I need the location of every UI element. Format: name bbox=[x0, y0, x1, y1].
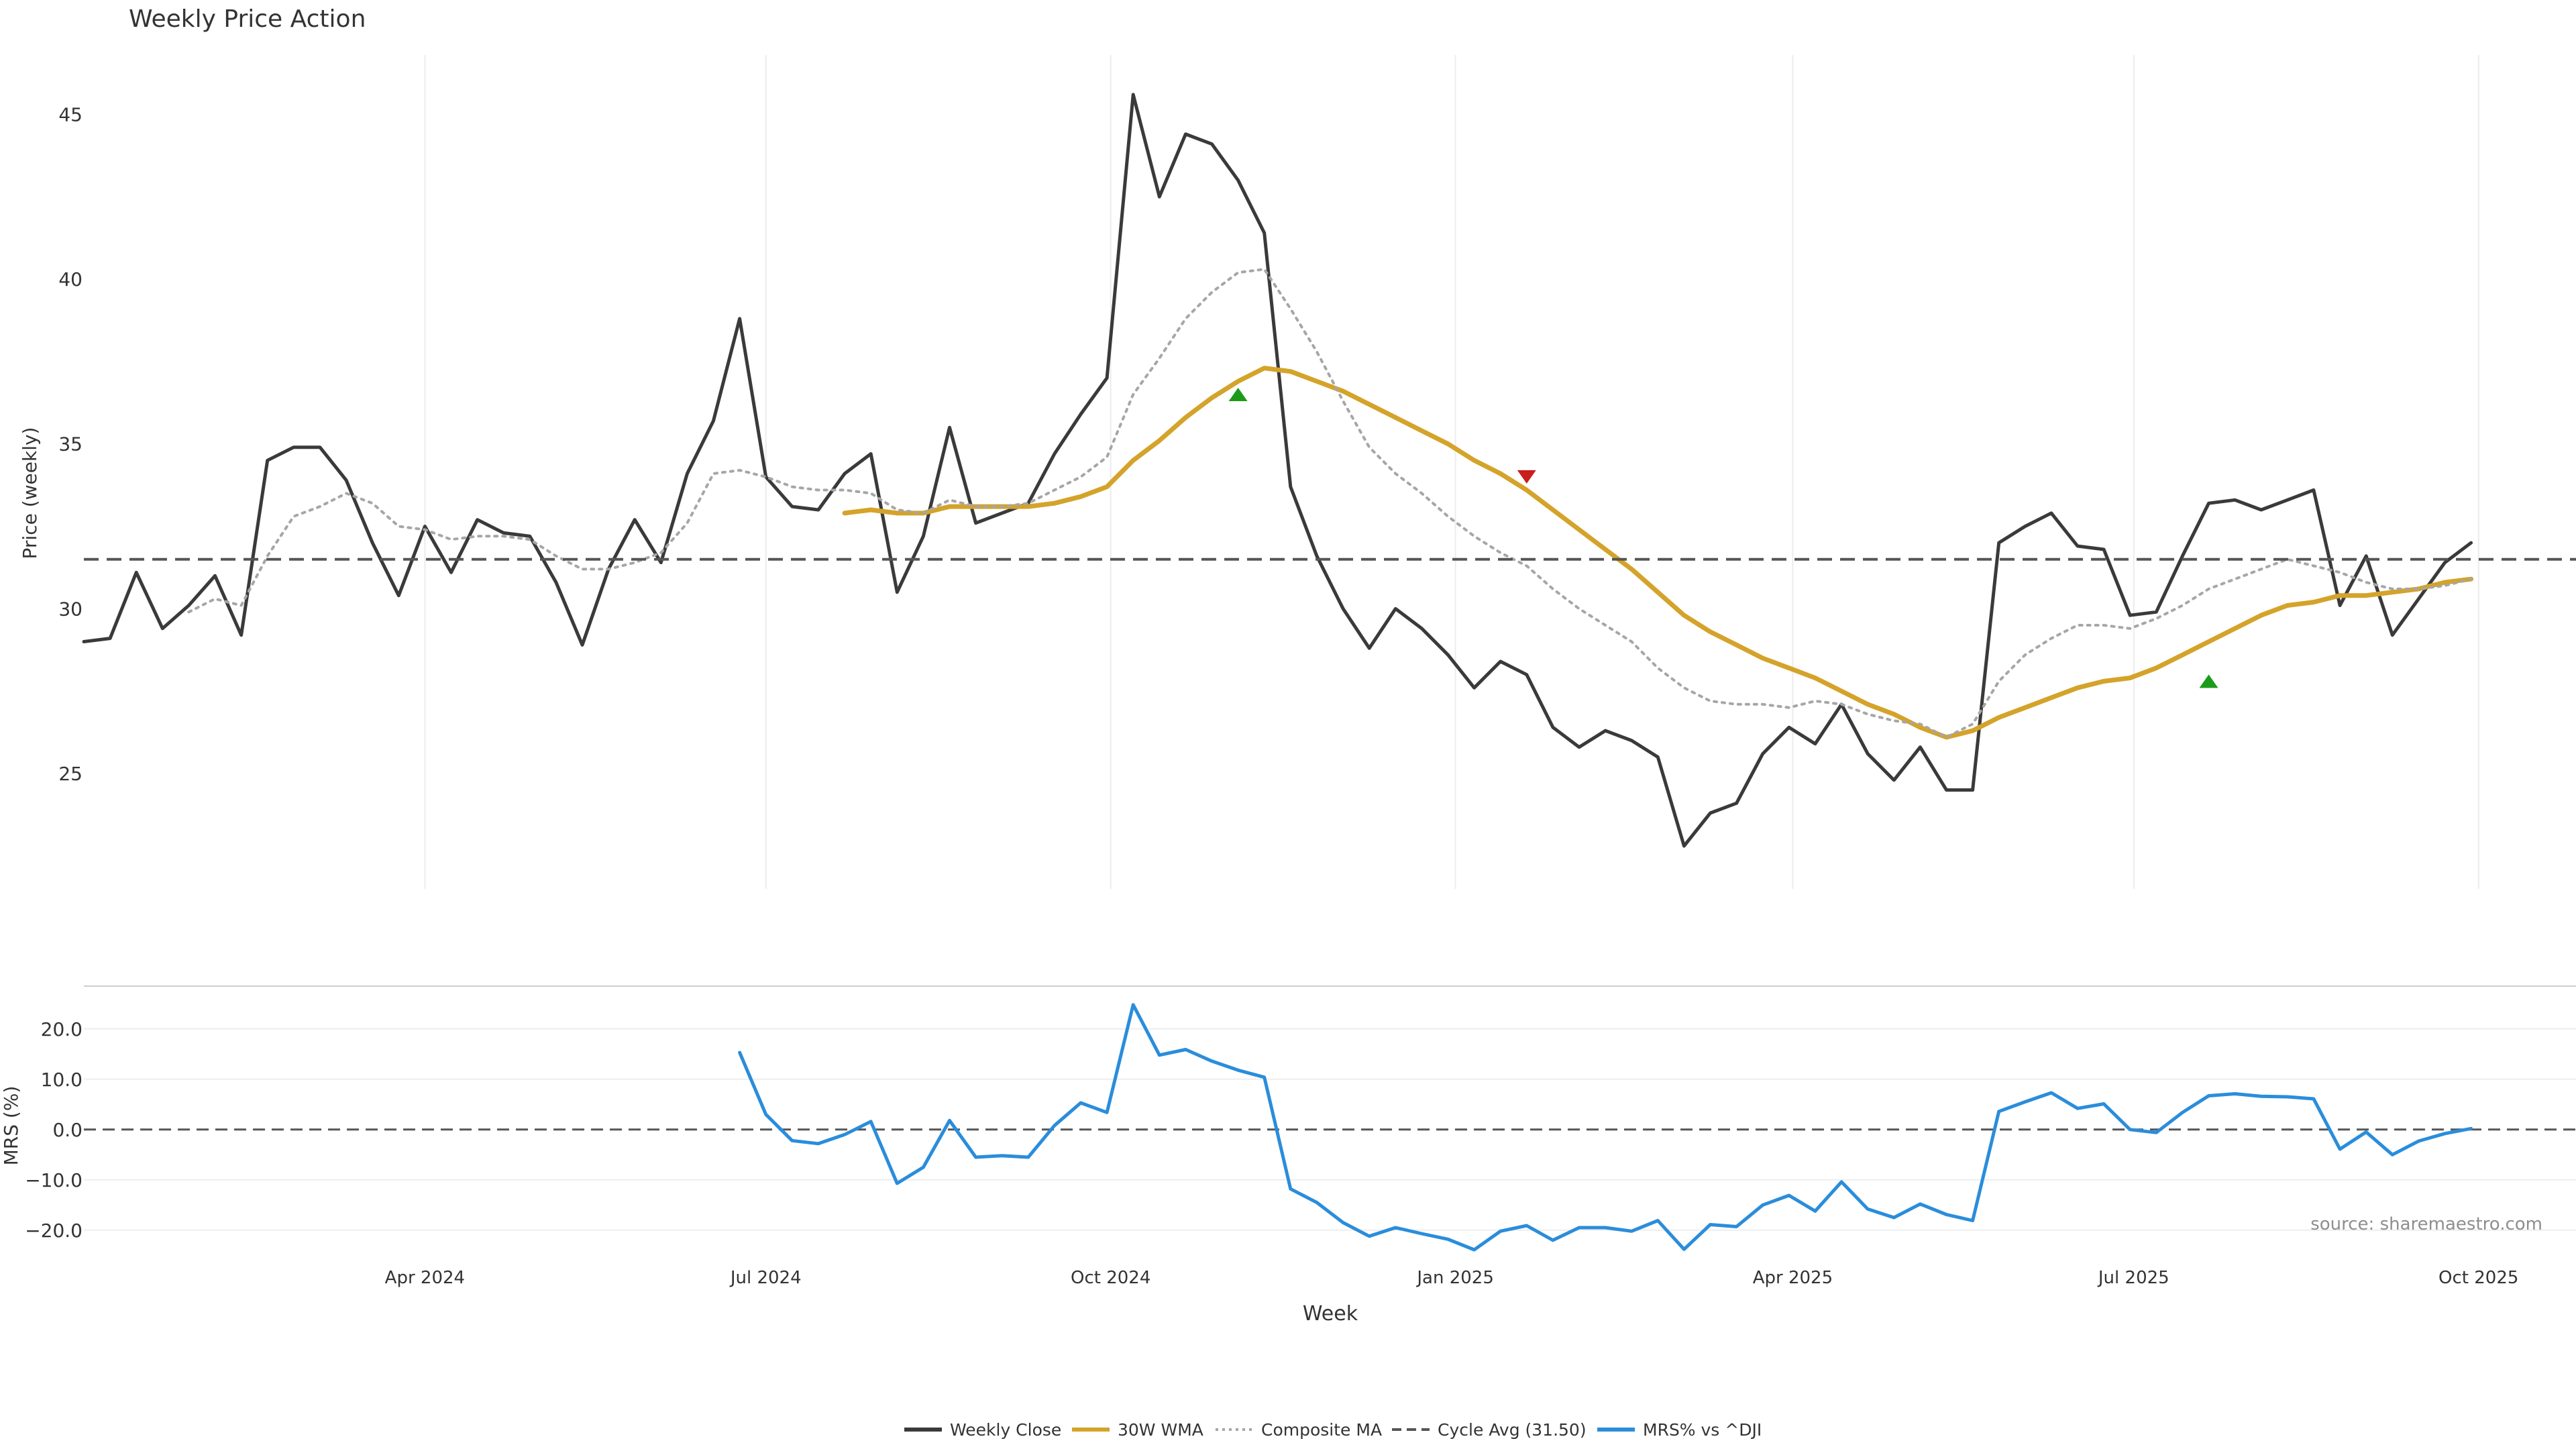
legend-label: 30W WMA bbox=[1118, 1420, 1203, 1440]
top-y-tick-label: 35 bbox=[58, 433, 83, 455]
series-line-30w-wma bbox=[842, 366, 2474, 740]
buy-signal-marker bbox=[1228, 388, 1248, 402]
top-y-tick-label: 40 bbox=[58, 268, 83, 290]
signal-markers bbox=[1228, 388, 2218, 688]
bottom-y-tick-labels: −20.0 −10.0 0.0 10.0 20.0 bbox=[25, 1018, 83, 1242]
legend-label: Composite MA bbox=[1261, 1420, 1382, 1440]
top-y-tick-label: 45 bbox=[58, 103, 83, 125]
top-series-group bbox=[82, 93, 2576, 848]
series-line-mrs-vs-dji bbox=[738, 1003, 2473, 1252]
x-tick-label: Apr 2025 bbox=[1753, 1268, 1833, 1288]
legend-label: MRS% vs ^DJI bbox=[1643, 1420, 1762, 1440]
x-tick-label: Jan 2025 bbox=[1415, 1268, 1494, 1288]
x-tick-label: Oct 2024 bbox=[1071, 1268, 1150, 1288]
x-tick-label: Apr 2024 bbox=[385, 1268, 465, 1288]
x-tick-label: Jul 2024 bbox=[729, 1268, 802, 1288]
chart-title: Weekly Price Action bbox=[129, 5, 366, 33]
series-line-weekly-close bbox=[82, 93, 2473, 848]
x-axis-label: Week bbox=[1303, 1302, 1358, 1326]
sell-signal-marker bbox=[1517, 470, 1536, 484]
top-y-tick-label: 25 bbox=[58, 763, 83, 785]
top-y-tick-labels: 25 30 35 40 45 bbox=[58, 103, 83, 785]
bottom-y-tick-label: 10.0 bbox=[41, 1069, 83, 1091]
legend-label: Weekly Close bbox=[950, 1420, 1061, 1440]
bottom-y-tick-label: 0.0 bbox=[52, 1119, 83, 1141]
bottom-y-tick-label: −10.0 bbox=[25, 1169, 83, 1191]
bottom-y-axis-label: MRS (%) bbox=[0, 1086, 22, 1166]
source-note: source: sharemaestro.com bbox=[2310, 1214, 2542, 1234]
legend: Weekly Close 30W WMA Composite MA Cycle Avg… bbox=[904, 1420, 1762, 1440]
legend-label: Cycle Avg (31.50) bbox=[1438, 1420, 1587, 1440]
series-line-composite-ma bbox=[187, 268, 2473, 739]
x-tick-labels: Apr 2024 Jul 2024 Oct 2024 Jan 2025 Apr 2025… bbox=[385, 1268, 2519, 1288]
bottom-y-tick-label: 20.0 bbox=[41, 1018, 83, 1040]
x-tick-label: Jul 2025 bbox=[2097, 1268, 2169, 1288]
bottom-y-tick-label: −20.0 bbox=[25, 1220, 83, 1242]
bottom-series-group bbox=[738, 1003, 2473, 1252]
top-y-tick-label: 30 bbox=[58, 598, 83, 620]
top-y-axis-label: Price (weekly) bbox=[19, 427, 41, 559]
x-tick-label: Oct 2025 bbox=[2438, 1268, 2518, 1288]
top-gridlines bbox=[424, 55, 2479, 889]
buy-signal-marker bbox=[2199, 674, 2218, 688]
